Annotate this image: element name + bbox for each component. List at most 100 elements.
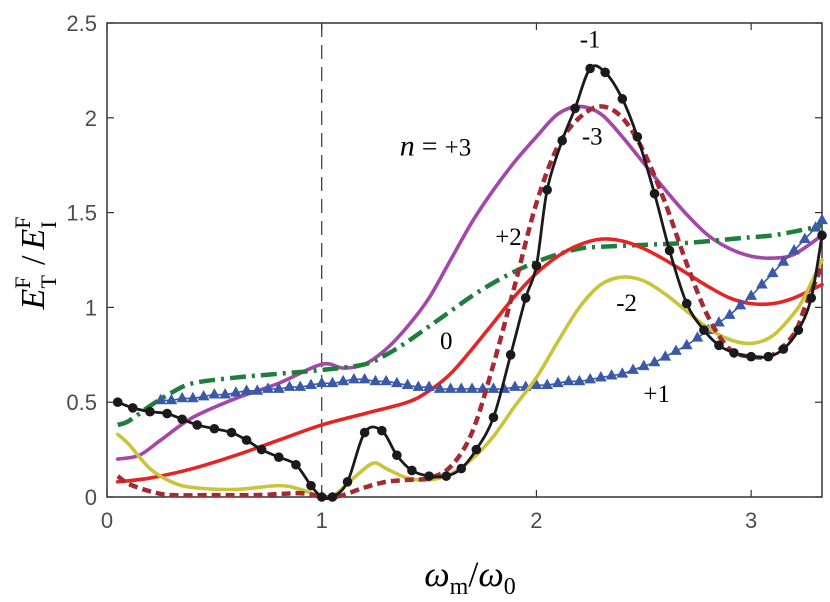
x-tick-label: 3	[745, 508, 757, 533]
data-point	[441, 471, 452, 481]
data-point	[112, 397, 123, 408]
data-point	[766, 266, 779, 278]
data-point	[177, 414, 187, 425]
curve-label: n = +3	[400, 130, 471, 163]
data-point	[251, 384, 264, 395]
data-point	[273, 452, 284, 462]
data-point	[594, 371, 607, 382]
data-point	[380, 374, 392, 386]
data-point	[294, 380, 307, 391]
series-line	[116, 223, 823, 428]
data-point	[585, 63, 595, 74]
data-point	[659, 350, 672, 361]
series-0	[115, 237, 824, 484]
data-point	[777, 255, 790, 266]
y-axis-title: EFT/EFI	[10, 217, 61, 311]
data-point	[520, 293, 531, 303]
data-point	[627, 363, 639, 374]
series-layer	[112, 63, 828, 502]
data-point	[542, 185, 552, 195]
data-point	[699, 325, 709, 335]
data-point	[600, 67, 610, 78]
data-point	[262, 382, 274, 393]
data-point	[530, 378, 543, 390]
data-point	[316, 492, 327, 502]
data-point	[648, 355, 661, 367]
data-point	[778, 344, 789, 354]
curve-label: +2	[495, 224, 522, 251]
series-plus-2	[116, 223, 823, 428]
curve-label: -2	[616, 290, 637, 317]
data-point	[649, 188, 660, 199]
y-tick-label: 0	[85, 485, 97, 510]
curve-label: 0	[440, 328, 453, 355]
data-point	[584, 372, 596, 384]
data-point	[632, 131, 643, 142]
series-n-3	[115, 104, 824, 461]
data-point	[226, 427, 237, 438]
data-point	[359, 427, 370, 438]
data-point	[197, 390, 210, 401]
data-point	[306, 480, 316, 491]
data-point	[714, 340, 724, 351]
y-tick-label: 0.5	[66, 390, 97, 415]
data-point	[509, 380, 521, 391]
data-point	[471, 444, 482, 455]
y-tick-label: 1.5	[66, 201, 97, 226]
data-point	[291, 459, 301, 470]
data-point	[605, 369, 618, 380]
data-point	[391, 376, 403, 388]
data-point	[664, 245, 675, 256]
data-point	[209, 423, 220, 434]
data-point	[348, 372, 360, 384]
x-tick-label: 1	[316, 508, 328, 533]
data-point	[487, 382, 500, 393]
data-point	[617, 94, 628, 104]
data-point	[616, 367, 629, 378]
curve-label: -1	[580, 27, 601, 54]
x-tick-label: 2	[530, 508, 542, 533]
y-tick-label: 2	[85, 106, 97, 131]
data-point	[817, 230, 827, 241]
data-point	[562, 374, 575, 386]
data-point	[154, 393, 167, 405]
data-point	[342, 477, 353, 487]
data-point	[162, 408, 172, 419]
data-point	[531, 260, 542, 271]
data-point	[816, 213, 828, 225]
data-point	[240, 384, 253, 395]
data-point	[745, 289, 757, 300]
series-minus-3	[116, 104, 825, 500]
y-tick-label: 2.5	[66, 11, 97, 36]
data-point	[793, 325, 804, 335]
data-point	[746, 351, 756, 362]
data-point	[798, 232, 811, 244]
series-line	[116, 104, 825, 500]
data-point	[734, 299, 747, 310]
data-point	[806, 293, 817, 303]
data-point	[691, 331, 704, 342]
data-point	[315, 376, 328, 388]
data-point	[444, 382, 457, 393]
data-point	[466, 382, 478, 393]
data-point	[358, 372, 371, 384]
y-tick-label: 1	[85, 295, 97, 320]
series-line	[115, 237, 824, 484]
data-point	[392, 450, 402, 461]
data-point	[456, 463, 467, 474]
data-point	[505, 350, 516, 360]
data-point	[407, 465, 417, 476]
series-plus-1	[154, 213, 828, 405]
series-minus-1	[112, 63, 827, 502]
order-equals: =	[415, 132, 445, 163]
data-point	[208, 388, 221, 399]
order-value: +3	[445, 135, 472, 162]
data-point	[272, 382, 285, 393]
data-point	[809, 221, 822, 232]
data-point	[412, 380, 425, 391]
data-point	[570, 103, 580, 114]
data-point	[337, 374, 350, 386]
curve-label: -3	[582, 123, 603, 150]
data-point	[229, 386, 242, 397]
